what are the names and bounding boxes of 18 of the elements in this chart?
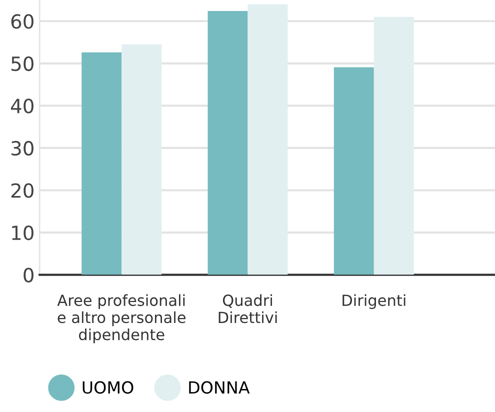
legend-label: UOMO xyxy=(82,381,134,394)
bar xyxy=(374,16,414,275)
bar xyxy=(248,4,288,275)
x-tick-label: Quadri Direttivi xyxy=(218,294,277,324)
y-tick-label: 60 xyxy=(11,14,34,29)
x-tick-label: Dirigenti xyxy=(342,294,406,310)
y-tick-label: 20 xyxy=(11,183,34,198)
y-tick-label: 50 xyxy=(11,56,34,72)
y-tick-label: 10 xyxy=(12,225,34,240)
bar xyxy=(122,44,162,275)
y-tick-label: 0 xyxy=(24,268,34,282)
y-tick-label: 40 xyxy=(10,98,34,114)
x-tick-label: Aree profesionali e altro personale dipendente xyxy=(57,294,186,344)
bar xyxy=(334,67,374,275)
legend-label: DONNA xyxy=(189,381,250,394)
y-tick-label: 30 xyxy=(11,140,34,156)
bar xyxy=(82,52,122,275)
bar xyxy=(208,10,248,275)
